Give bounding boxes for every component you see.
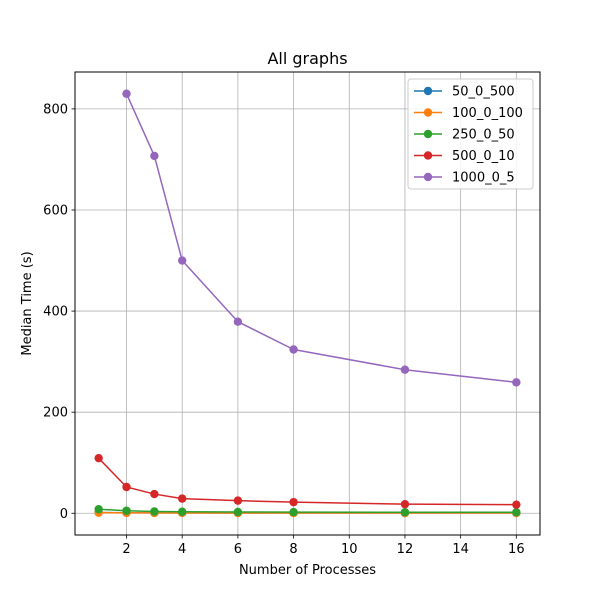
data-point	[150, 489, 159, 499]
x-tick-label: 14	[452, 542, 469, 557]
data-point	[233, 317, 243, 326]
data-point	[289, 507, 298, 517]
legend-marker	[423, 172, 433, 182]
data-point	[512, 508, 521, 517]
series-line	[98, 508, 517, 513]
x-tick-label: 16	[508, 542, 525, 557]
data-point	[400, 499, 410, 509]
data-point	[122, 506, 131, 515]
legend-marker	[423, 108, 433, 117]
data-point	[150, 151, 159, 161]
data-point	[122, 482, 131, 492]
data-point	[178, 256, 187, 265]
series-1000_0_5	[122, 89, 521, 387]
legend-label: 50_0_500	[452, 85, 515, 100]
data-point	[512, 500, 521, 509]
legend-entry: 1000_0_5	[414, 171, 515, 186]
y-tick-label: 400	[43, 305, 68, 320]
y-tick-label: 0	[60, 507, 68, 522]
y-tick-label: 600	[43, 203, 68, 218]
data-point	[94, 505, 103, 514]
legend-entry: 100_0_100	[414, 106, 523, 121]
legend-label: 1000_0_5	[452, 171, 515, 186]
legend-marker	[423, 129, 433, 139]
series-layer	[94, 89, 521, 518]
data-point	[178, 507, 187, 516]
x-tick-label: 8	[289, 542, 297, 557]
legend: 50_0_500 100_0_100 250_0_50 500_0_10 1000_0_…	[407, 78, 534, 190]
x-tick-label: 12	[397, 542, 414, 557]
y-tick-label: 200	[43, 406, 68, 421]
legend-label: 500_0_10	[452, 149, 515, 164]
data-point	[94, 453, 103, 463]
legend-entry: 250_0_50	[414, 128, 515, 143]
data-point	[400, 508, 410, 517]
data-point	[178, 494, 187, 503]
data-point	[400, 365, 410, 374]
x-tick-label: 10	[341, 542, 358, 557]
series-line	[98, 457, 517, 506]
legend-entry: 50_0_500	[414, 85, 515, 100]
legend-box	[407, 78, 534, 190]
data-point	[150, 507, 159, 516]
series-500_0_10	[94, 453, 521, 509]
legend-marker	[423, 86, 433, 96]
plot-frame	[74, 71, 541, 536]
ticks: 2 4 6 8 10 12 14 16 0 200 400 600 800	[43, 102, 524, 557]
x-tick-label: 2	[122, 542, 130, 557]
data-point	[289, 497, 298, 507]
y-tick-label: 800	[43, 102, 68, 117]
data-point	[233, 496, 243, 505]
x-tick-label: 6	[234, 542, 242, 557]
chart-title: All graphs	[267, 49, 347, 68]
data-point	[233, 507, 243, 517]
grid	[75, 72, 540, 535]
x-axis-label: Number of Processes	[239, 563, 376, 578]
legend-label: 250_0_50	[452, 128, 515, 143]
data-point	[289, 345, 298, 354]
legend-entry: 500_0_10	[414, 149, 515, 164]
series-250_0_50	[94, 505, 521, 517]
data-point	[512, 378, 521, 387]
data-point	[122, 89, 131, 98]
legend-label: 100_0_100	[452, 106, 523, 121]
y-axis-label: Median Time (s)	[20, 251, 35, 355]
x-tick-label: 4	[178, 542, 186, 557]
legend-marker	[423, 151, 433, 160]
